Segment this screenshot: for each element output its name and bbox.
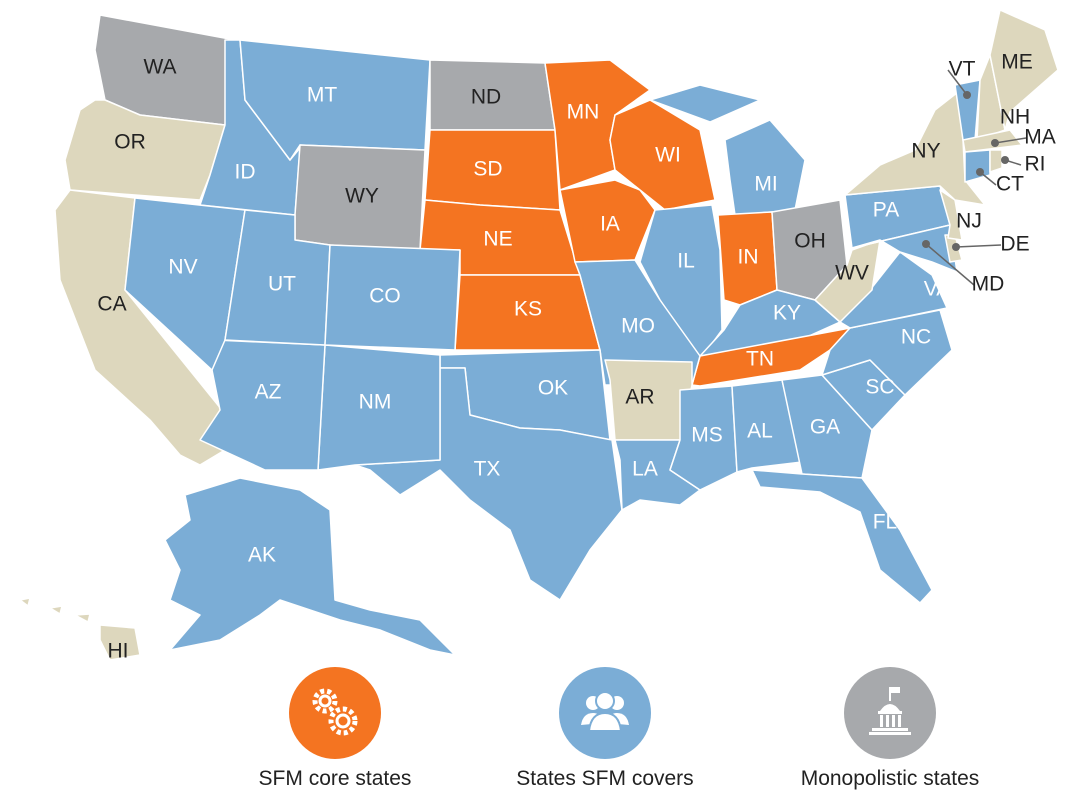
state-label-pa: PA	[873, 199, 899, 222]
state-label-ar: AR	[625, 386, 654, 409]
state-hi	[49, 605, 63, 615]
state-label-vt: VT	[949, 58, 976, 81]
state-or	[64, 99, 226, 201]
legend-monopolistic-circle	[844, 667, 936, 759]
legend-covers-circle	[559, 667, 651, 759]
state-label-oh: OH	[794, 230, 826, 253]
state-mi	[724, 119, 806, 216]
state-label-ny: NY	[911, 140, 940, 163]
state-label-nm: NM	[359, 391, 392, 414]
state-label-la: LA	[632, 458, 658, 481]
state-label-ak: AK	[248, 544, 276, 567]
state-me	[989, 9, 1059, 131]
state-al	[731, 379, 803, 473]
state-label-ga: GA	[810, 416, 840, 439]
state-label-md: MD	[972, 273, 1005, 296]
state-az	[199, 339, 326, 471]
state-label-nh: NH	[1000, 106, 1030, 129]
state-label-ia: IA	[600, 213, 620, 236]
state-label-al: AL	[747, 420, 773, 443]
state-label-az: AZ	[255, 381, 282, 404]
state-mi	[649, 84, 761, 123]
state-ak	[164, 477, 456, 656]
callout-dot	[963, 91, 971, 99]
state-label-wv: WV	[835, 262, 869, 285]
callout-line	[955, 244, 1002, 248]
state-label-il: IL	[677, 250, 695, 273]
callout-dot	[1001, 156, 1009, 164]
legend-monopolistic-label: Monopolistic states	[800, 767, 980, 790]
state-label-co: CO	[369, 285, 401, 308]
state-ga	[781, 374, 873, 479]
state-label-ct: CT	[996, 173, 1024, 196]
callout-dot	[976, 168, 984, 176]
callout-line	[994, 137, 1027, 144]
state-tx	[354, 367, 623, 601]
state-label-nj: NJ	[956, 210, 982, 233]
state-label-wa: WA	[143, 56, 176, 79]
state-label-mt: MT	[307, 84, 337, 107]
legend-covers-label: States SFM covers	[516, 767, 694, 790]
capitol-building-icon	[869, 687, 911, 735]
state-ri	[989, 149, 1003, 173]
state-label-in: IN	[738, 246, 759, 269]
state-label-nd: ND	[471, 86, 501, 109]
state-label-fl: FL	[873, 511, 898, 534]
state-label-tx: TX	[474, 458, 501, 481]
state-fl	[751, 469, 933, 604]
legend-monopolistic: Monopolistic states	[780, 667, 1000, 791]
state-nv	[124, 197, 246, 371]
state-label-ca: CA	[97, 293, 126, 316]
state-nc	[821, 309, 953, 396]
state-label-mo: MO	[621, 315, 655, 338]
state-label-wi: WI	[655, 144, 681, 167]
state-label-sd: SD	[473, 158, 502, 181]
legend-core: SFM core states	[225, 667, 445, 791]
state-label-id: ID	[235, 161, 256, 184]
state-label-ms: MS	[691, 424, 723, 447]
state-label-nv: NV	[168, 256, 197, 279]
state-co	[324, 244, 461, 351]
state-label-wy: WY	[345, 185, 379, 208]
legend-core-label: SFM core states	[258, 767, 412, 790]
state-label-sc: SC	[865, 376, 894, 399]
state-label-ky: KY	[773, 302, 801, 325]
state-hi	[19, 597, 31, 607]
callout-dot	[991, 139, 999, 147]
state-label-mn: MN	[567, 101, 600, 124]
gears-icon	[312, 688, 358, 736]
state-label-va: VA	[924, 278, 950, 301]
state-label-hi: HI	[108, 640, 129, 663]
state-hi	[74, 613, 91, 623]
state-hi	[99, 624, 141, 661]
state-label-ma: MA	[1024, 126, 1056, 149]
state-label-ks: KS	[514, 298, 542, 321]
legend-core-circle	[289, 667, 381, 759]
state-label-nc: NC	[901, 326, 931, 349]
callout-dot	[952, 243, 960, 251]
state-label-mi: MI	[754, 173, 777, 196]
state-label-ok: OK	[538, 377, 568, 400]
callout-line	[947, 69, 968, 96]
callout-dot	[922, 240, 930, 248]
state-label-or: OR	[114, 131, 146, 154]
state-ct	[964, 149, 991, 183]
state-label-tn: TN	[746, 348, 774, 371]
people-icon	[581, 691, 629, 732]
legend-covers: States SFM covers	[495, 667, 715, 791]
state-label-de: DE	[1000, 233, 1029, 256]
state-label-ne: NE	[483, 228, 512, 251]
callout-line	[925, 243, 975, 286]
state-label-me: ME	[1001, 51, 1033, 74]
state-label-ri: RI	[1025, 153, 1046, 176]
state-label-ut: UT	[268, 273, 296, 296]
